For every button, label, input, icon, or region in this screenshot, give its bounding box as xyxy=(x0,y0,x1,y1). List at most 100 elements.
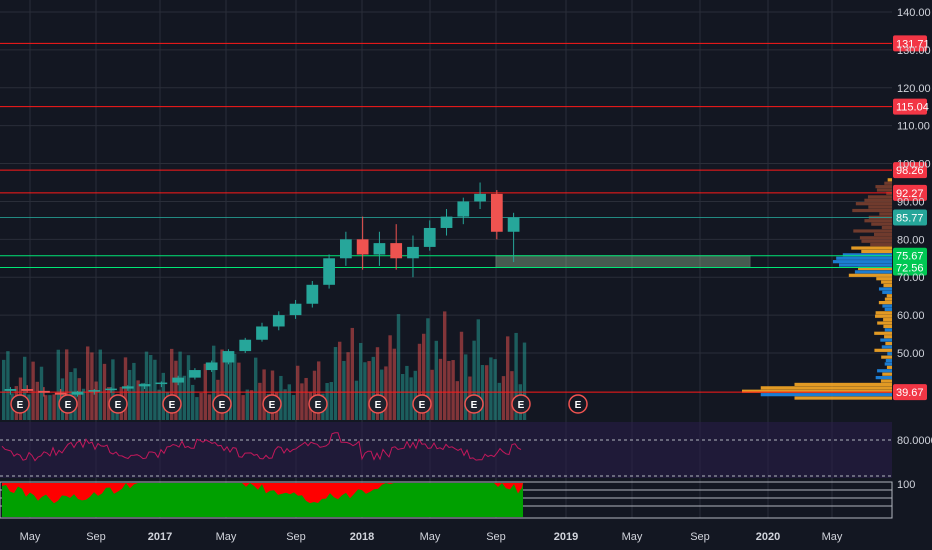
volume-profile-bar xyxy=(875,185,892,189)
candle-body xyxy=(105,388,117,391)
volume-bar xyxy=(31,361,35,420)
volume-bar xyxy=(220,349,224,420)
volume-bar xyxy=(178,351,182,420)
price-level-label-bg xyxy=(893,259,927,276)
price-axis-tick: 90.00 xyxy=(897,196,925,208)
volume-profile-bar xyxy=(883,324,892,329)
volume-bar xyxy=(136,380,140,420)
earnings-marker-icon xyxy=(212,394,232,414)
volume-profile-bar xyxy=(884,307,892,312)
volume-bar xyxy=(384,366,388,420)
volume-bar xyxy=(417,343,422,420)
volume-profile-bar xyxy=(851,246,892,250)
volume-bar xyxy=(291,395,296,420)
time-axis-tick: May xyxy=(20,531,41,543)
candle-body xyxy=(189,370,201,378)
time-axis-tick: 2019 xyxy=(554,531,578,543)
earnings-marker-icon xyxy=(10,394,30,414)
candle-body xyxy=(222,351,235,363)
volume-bar xyxy=(132,362,136,420)
volume-bar xyxy=(333,347,338,420)
earnings-marker-label: E xyxy=(518,400,525,411)
volume-bar xyxy=(296,365,300,420)
price-level-label: 92.27 xyxy=(896,188,924,200)
volume-profile-bar xyxy=(848,273,892,277)
candle-body xyxy=(121,386,134,389)
price-level-label-bg xyxy=(893,162,927,179)
volume-bar xyxy=(65,349,69,420)
volume-profile-bar xyxy=(885,358,892,363)
volume-profile-bar xyxy=(874,331,892,335)
volume-bar xyxy=(153,359,157,420)
volume-bar xyxy=(249,390,254,420)
candle-body xyxy=(407,246,419,259)
volume-bar xyxy=(157,389,161,420)
candle-body xyxy=(155,382,168,385)
volume-profile-bar xyxy=(742,389,892,393)
volume-profile-bar xyxy=(870,243,892,247)
candle-body xyxy=(138,384,151,387)
candle-body xyxy=(21,388,34,391)
price-axis[interactable]: 140.00 130.00 120.00 110.00 100.00 90.00 80.00… xyxy=(897,7,931,360)
volume-bar xyxy=(472,340,476,420)
volume-bar xyxy=(237,362,241,420)
volume-bar xyxy=(476,319,480,420)
price-axis-tick: 70.00 xyxy=(897,272,925,284)
earnings-marker-icon xyxy=(262,394,282,414)
volume-bar xyxy=(489,357,493,420)
volume-profile-bar xyxy=(881,345,892,349)
volume-profile-bar xyxy=(884,335,892,339)
volume-profile-bar xyxy=(885,341,892,346)
price-level-label-bg xyxy=(893,184,927,201)
volume-profile-bar xyxy=(882,372,892,376)
support-zone-rect xyxy=(495,255,751,269)
volume-bar xyxy=(506,336,510,420)
time-axis-tick: Sep xyxy=(486,531,506,543)
volume-profile-bar xyxy=(760,393,892,397)
volume-profile-bar xyxy=(877,321,892,325)
price-axis-tick: 100.00 xyxy=(897,159,931,171)
volume-bar xyxy=(422,333,426,420)
volume-profile-bar xyxy=(875,311,892,315)
candle-body xyxy=(256,326,268,340)
volume-bar xyxy=(140,382,144,420)
volume-bar xyxy=(52,394,56,420)
volume-profile-bar xyxy=(868,205,892,209)
price-axis-tick: 60.00 xyxy=(897,310,925,322)
volume-bar xyxy=(262,369,266,420)
price-level-label: 72.56 xyxy=(896,263,924,275)
volume-bar xyxy=(342,360,346,420)
volume-profile-bar xyxy=(879,212,892,216)
histogram-negative xyxy=(2,483,523,504)
earnings-marker-icon xyxy=(368,394,388,414)
volume-bar xyxy=(77,378,81,420)
price-axis-tick: 80.00 xyxy=(897,234,925,246)
volume-bar xyxy=(23,356,27,420)
volume-profile-bar xyxy=(859,236,892,240)
volume-profile-bar xyxy=(874,348,892,352)
time-axis-tick: 2020 xyxy=(756,531,780,543)
oscillator-line xyxy=(1,432,522,462)
price-level-label-bg xyxy=(893,35,927,52)
volume-bar xyxy=(254,357,258,420)
volume-bar xyxy=(191,384,195,420)
volume-bar xyxy=(207,394,212,420)
volume-profile-bar xyxy=(886,191,892,196)
volume-bar xyxy=(380,369,384,420)
volume-profile-bar xyxy=(875,314,892,318)
time-axis[interactable]: May Sep 2017 May Sep 2018 May Sep 2019 May Sep 2020… xyxy=(20,531,843,543)
volume-bar xyxy=(451,360,455,420)
candle-body xyxy=(457,201,470,217)
volume-profile-bar xyxy=(794,396,892,400)
volume-bar xyxy=(186,355,191,420)
earnings-marker-label: E xyxy=(575,400,582,411)
volume-profile-bar xyxy=(794,382,892,387)
volume-profile-bar xyxy=(875,376,892,380)
earnings-marker-label: E xyxy=(419,400,426,411)
volume-bar xyxy=(199,392,203,420)
earnings-marker-icon xyxy=(108,394,128,414)
candle-body xyxy=(71,391,84,395)
volume-profile-bar xyxy=(880,338,892,342)
